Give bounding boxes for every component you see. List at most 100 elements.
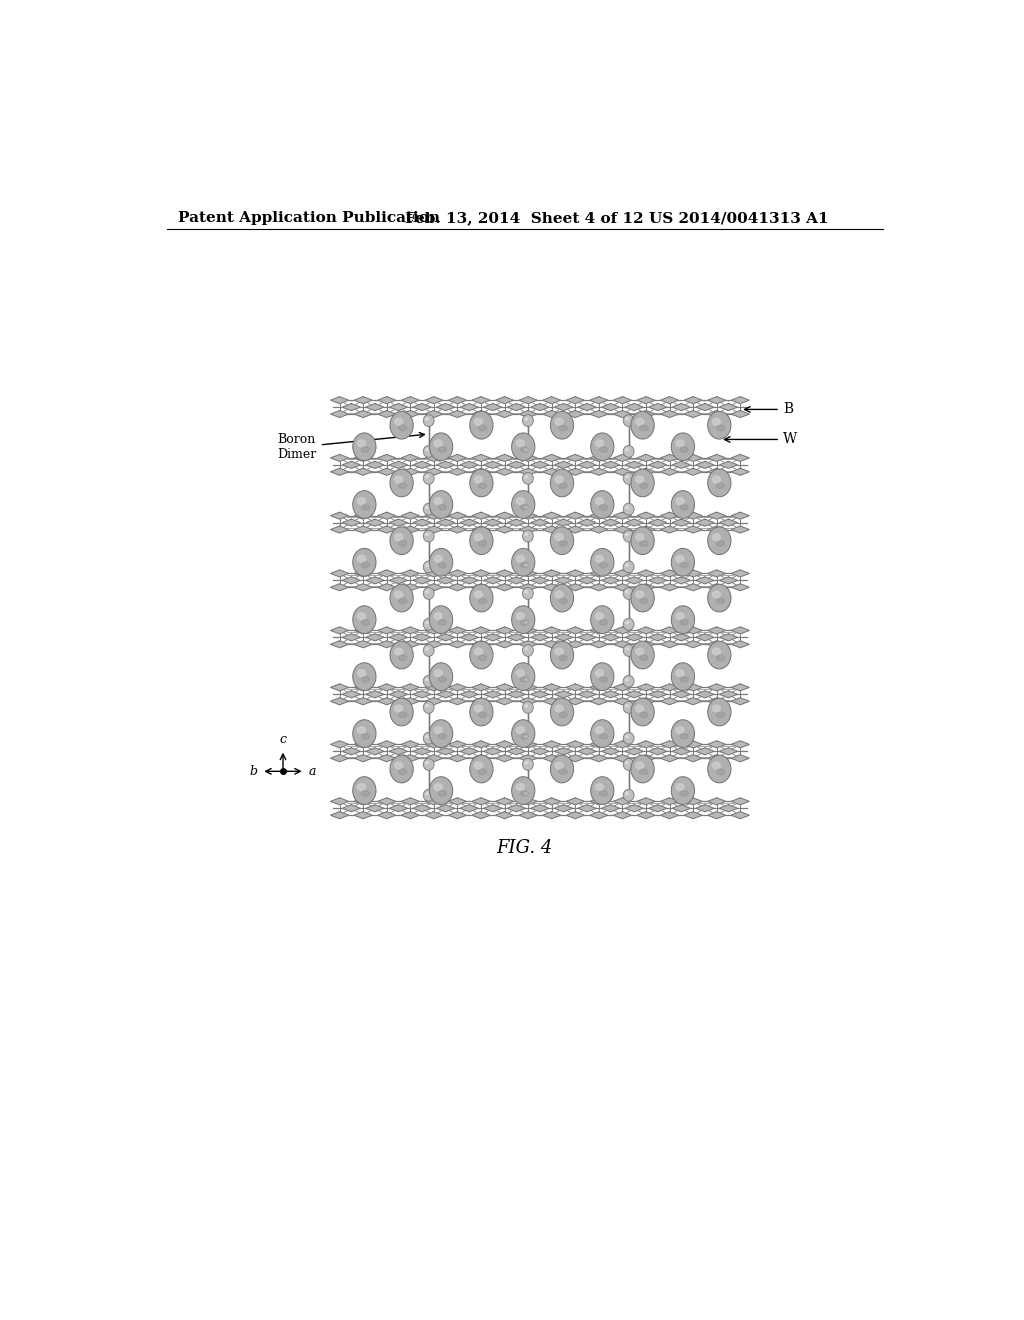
Polygon shape	[543, 684, 561, 690]
Ellipse shape	[478, 541, 486, 546]
Polygon shape	[472, 454, 489, 462]
Ellipse shape	[680, 791, 688, 796]
Ellipse shape	[426, 648, 428, 649]
Ellipse shape	[522, 676, 534, 688]
Polygon shape	[543, 741, 561, 748]
Polygon shape	[472, 755, 489, 762]
Polygon shape	[449, 527, 466, 533]
Ellipse shape	[512, 433, 535, 461]
Polygon shape	[543, 797, 561, 805]
Ellipse shape	[631, 698, 654, 726]
Ellipse shape	[434, 556, 442, 562]
Polygon shape	[354, 527, 372, 533]
Ellipse shape	[516, 726, 524, 734]
Polygon shape	[425, 797, 442, 805]
Polygon shape	[507, 462, 525, 469]
Polygon shape	[543, 469, 561, 475]
Ellipse shape	[426, 762, 428, 764]
Ellipse shape	[595, 556, 603, 562]
Ellipse shape	[394, 477, 402, 483]
Polygon shape	[660, 741, 679, 748]
Text: Boron
Dimer: Boron Dimer	[278, 433, 424, 461]
Polygon shape	[507, 404, 525, 411]
Ellipse shape	[599, 619, 607, 626]
Polygon shape	[449, 454, 466, 462]
Text: Patent Application Publication: Patent Application Publication	[178, 211, 440, 226]
Ellipse shape	[591, 776, 614, 804]
Polygon shape	[684, 411, 702, 417]
Ellipse shape	[708, 755, 731, 783]
Polygon shape	[731, 397, 750, 404]
Polygon shape	[660, 454, 679, 462]
Ellipse shape	[474, 762, 482, 770]
Ellipse shape	[352, 491, 376, 519]
Polygon shape	[731, 812, 750, 818]
Polygon shape	[472, 411, 489, 417]
Ellipse shape	[555, 591, 563, 598]
Polygon shape	[460, 634, 478, 640]
Polygon shape	[649, 404, 667, 411]
Polygon shape	[555, 577, 572, 583]
Polygon shape	[425, 698, 442, 705]
Polygon shape	[366, 577, 384, 583]
Ellipse shape	[516, 498, 524, 504]
Ellipse shape	[717, 483, 725, 488]
Ellipse shape	[525, 792, 527, 795]
Polygon shape	[331, 684, 348, 690]
Ellipse shape	[624, 587, 634, 599]
Ellipse shape	[357, 669, 366, 677]
Ellipse shape	[470, 527, 493, 554]
Polygon shape	[660, 684, 679, 690]
Polygon shape	[731, 684, 750, 690]
Ellipse shape	[555, 762, 563, 770]
Polygon shape	[579, 462, 596, 469]
Ellipse shape	[361, 562, 370, 568]
Polygon shape	[378, 640, 395, 648]
Ellipse shape	[636, 705, 644, 711]
Polygon shape	[590, 411, 608, 417]
Polygon shape	[637, 684, 655, 690]
Ellipse shape	[394, 705, 402, 711]
Polygon shape	[472, 397, 489, 404]
Polygon shape	[519, 640, 537, 648]
Ellipse shape	[708, 698, 731, 726]
Polygon shape	[720, 462, 737, 469]
Polygon shape	[401, 454, 419, 462]
Text: FIG. 4: FIG. 4	[497, 838, 553, 857]
Polygon shape	[331, 698, 348, 705]
Polygon shape	[378, 684, 395, 690]
Polygon shape	[673, 404, 690, 411]
Polygon shape	[496, 454, 513, 462]
Ellipse shape	[599, 562, 607, 568]
Ellipse shape	[394, 533, 402, 541]
Ellipse shape	[361, 446, 370, 453]
Polygon shape	[531, 577, 549, 583]
Polygon shape	[613, 640, 632, 648]
Polygon shape	[342, 462, 360, 469]
Ellipse shape	[631, 755, 654, 783]
Ellipse shape	[717, 425, 725, 430]
Ellipse shape	[429, 663, 453, 690]
Ellipse shape	[426, 678, 428, 681]
Polygon shape	[401, 640, 419, 648]
Polygon shape	[425, 512, 442, 519]
Ellipse shape	[636, 533, 644, 541]
Polygon shape	[472, 570, 489, 577]
Polygon shape	[590, 469, 608, 475]
Polygon shape	[708, 755, 726, 762]
Polygon shape	[579, 634, 596, 640]
Polygon shape	[519, 755, 537, 762]
Ellipse shape	[474, 418, 482, 425]
Polygon shape	[460, 519, 478, 527]
Ellipse shape	[624, 618, 634, 630]
Ellipse shape	[434, 612, 442, 619]
Polygon shape	[331, 527, 348, 533]
Ellipse shape	[626, 564, 629, 566]
Polygon shape	[449, 627, 466, 634]
Ellipse shape	[434, 784, 442, 791]
Ellipse shape	[713, 418, 721, 425]
Ellipse shape	[478, 598, 486, 603]
Polygon shape	[425, 469, 442, 475]
Polygon shape	[566, 640, 585, 648]
Polygon shape	[389, 805, 408, 812]
